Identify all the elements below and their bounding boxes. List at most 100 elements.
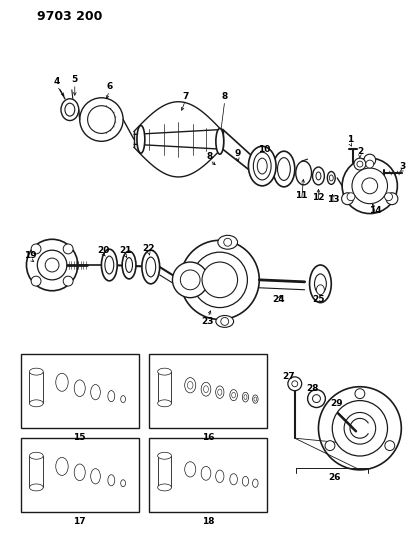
Circle shape [307,390,326,408]
Ellipse shape [105,256,114,274]
Ellipse shape [65,103,75,116]
Ellipse shape [121,395,125,402]
Text: 13: 13 [327,195,339,204]
Ellipse shape [102,249,117,281]
Ellipse shape [242,392,249,402]
Ellipse shape [232,392,236,398]
Ellipse shape [218,236,238,249]
Ellipse shape [327,172,335,184]
Ellipse shape [121,480,125,487]
Text: 14: 14 [369,206,382,215]
Ellipse shape [30,400,43,407]
Ellipse shape [309,265,331,303]
Ellipse shape [252,479,258,487]
Text: 29: 29 [330,399,342,408]
Text: 27: 27 [282,373,295,381]
Circle shape [342,193,353,205]
Ellipse shape [216,128,224,154]
Ellipse shape [30,368,43,375]
Text: 8: 8 [222,92,228,101]
Text: 10: 10 [258,145,270,154]
Text: 5: 5 [72,76,78,84]
Ellipse shape [137,125,145,153]
Ellipse shape [56,373,68,391]
Circle shape [192,252,247,308]
Ellipse shape [254,397,257,401]
Bar [21,438,139,512]
Text: 17: 17 [74,517,86,526]
Text: 20: 20 [97,246,110,255]
Circle shape [31,276,41,286]
Circle shape [224,238,232,246]
Ellipse shape [158,453,171,459]
Circle shape [180,270,200,290]
Ellipse shape [74,380,85,397]
Ellipse shape [242,477,249,486]
Bar [21,354,139,429]
Ellipse shape [146,257,156,277]
Circle shape [63,244,73,254]
Ellipse shape [108,391,115,402]
Bar [158,456,171,487]
Text: 11: 11 [296,191,308,200]
Ellipse shape [296,161,312,185]
Ellipse shape [91,384,100,400]
Circle shape [221,318,229,325]
Circle shape [288,377,302,391]
Text: 21: 21 [119,246,132,255]
Text: 7: 7 [182,92,189,101]
Circle shape [362,178,378,194]
Ellipse shape [257,158,267,174]
Text: 26: 26 [328,473,340,482]
Ellipse shape [316,172,321,180]
Text: 4: 4 [54,77,60,86]
Text: 8: 8 [207,152,213,160]
Text: 19: 19 [24,251,37,260]
Ellipse shape [230,474,238,485]
Bar [30,456,43,487]
Text: 16: 16 [202,433,214,442]
Ellipse shape [216,470,224,482]
Ellipse shape [244,395,247,400]
Circle shape [366,160,374,168]
Bar [149,354,267,429]
Ellipse shape [314,274,326,294]
Ellipse shape [203,386,208,393]
Bar [149,438,267,512]
Circle shape [88,106,115,133]
Ellipse shape [252,395,258,403]
Circle shape [385,441,395,450]
Circle shape [325,441,335,450]
Circle shape [292,381,298,387]
Ellipse shape [122,251,136,279]
Ellipse shape [312,167,324,185]
Text: 1: 1 [347,135,353,144]
Text: 9703 200: 9703 200 [37,10,103,23]
Text: 9: 9 [234,149,241,158]
Circle shape [31,244,41,254]
Ellipse shape [277,158,290,180]
Ellipse shape [74,464,85,481]
Bar [30,372,43,403]
Text: 25: 25 [312,295,325,304]
Circle shape [344,413,376,444]
Ellipse shape [329,175,333,181]
Circle shape [332,401,388,456]
Ellipse shape [253,152,271,180]
Ellipse shape [187,382,193,389]
Ellipse shape [201,466,211,480]
Text: 2: 2 [357,147,363,156]
Ellipse shape [273,151,295,187]
Circle shape [385,193,393,201]
Ellipse shape [248,146,276,186]
Ellipse shape [201,382,211,396]
Circle shape [37,250,67,280]
Circle shape [364,154,376,166]
Ellipse shape [316,285,324,295]
Text: 24: 24 [272,295,285,304]
Ellipse shape [218,389,222,395]
Ellipse shape [142,250,159,284]
Bar [158,372,171,403]
Circle shape [45,258,59,272]
Ellipse shape [30,453,43,459]
